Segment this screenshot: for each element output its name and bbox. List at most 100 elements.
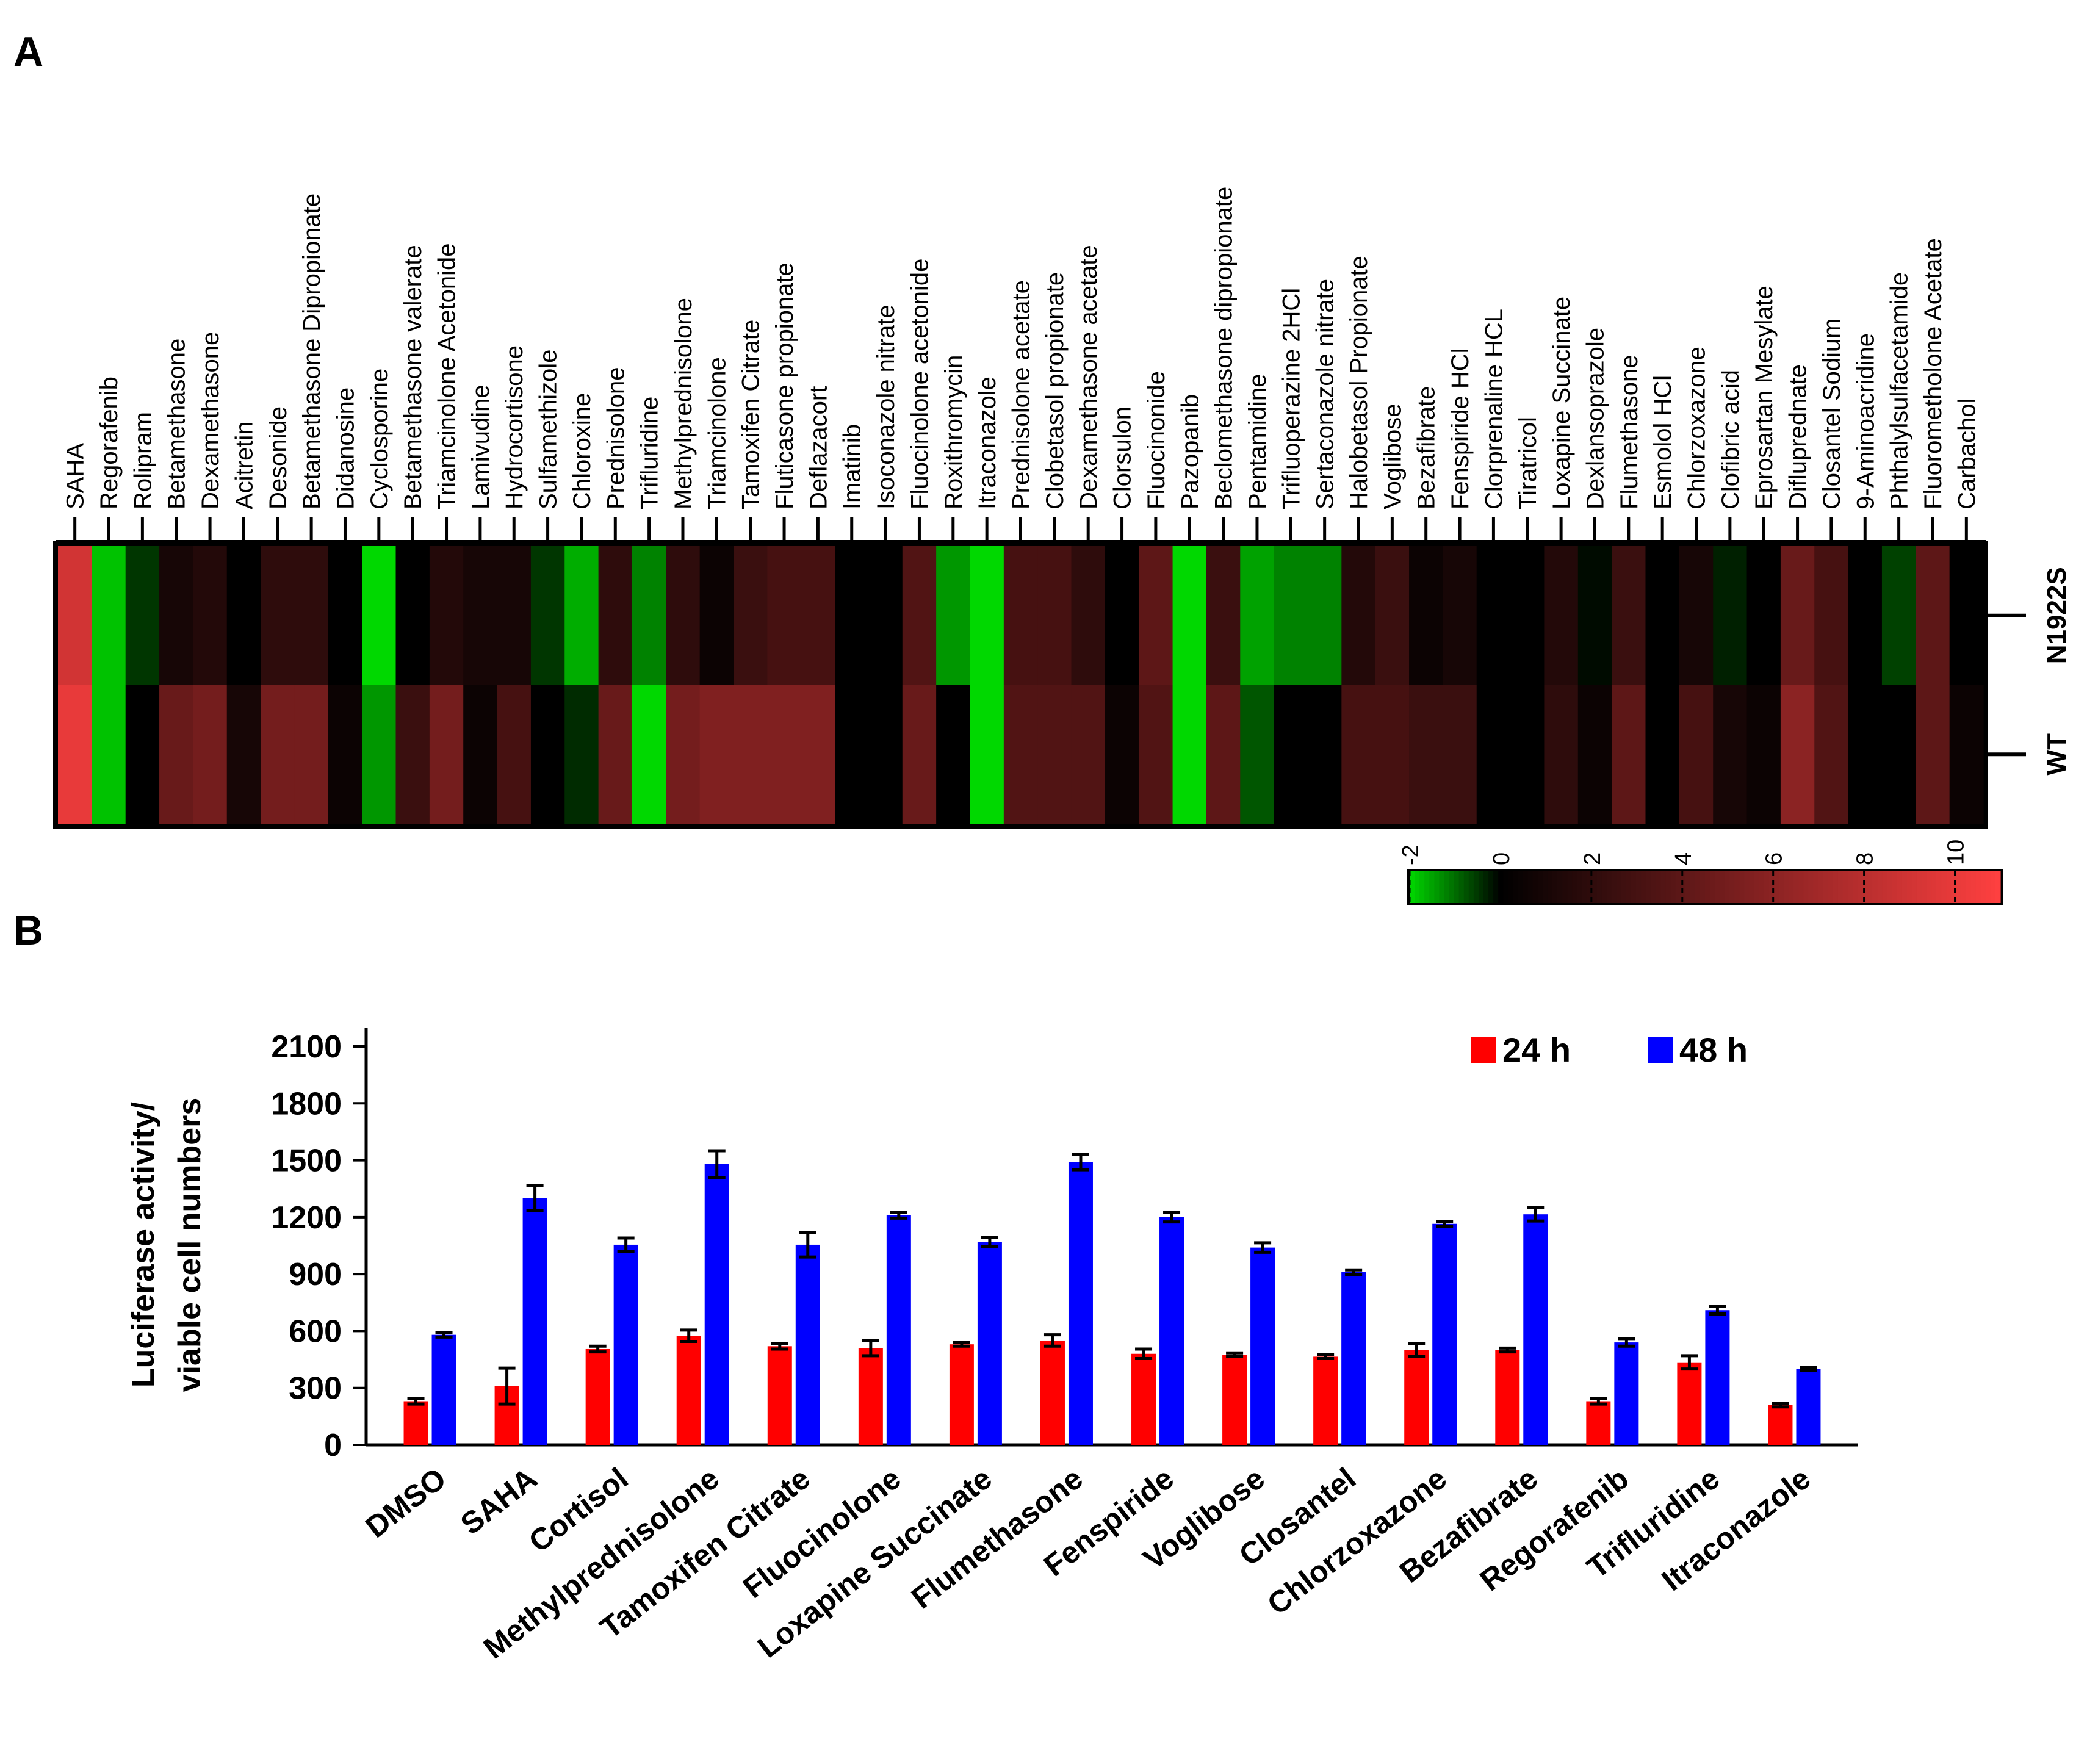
column-label-difluprednate: Difluprednate [1785, 364, 1812, 509]
cell-wt-itraconazole [970, 685, 1004, 824]
error-bar-24-h-tamoxifen-citrate [771, 1342, 788, 1351]
scale-step [1508, 871, 1513, 903]
column-label-clobetasol-propionate: Clobetasol propionate [1042, 272, 1069, 509]
bar-24-h-loxapine-succinate [949, 1344, 974, 1445]
cell-n1922s-closantel-sodium [1814, 546, 1849, 686]
scale-step [1419, 871, 1425, 903]
scale-step [1547, 871, 1553, 903]
scale-step [1601, 871, 1607, 903]
scale-step [1690, 871, 1696, 903]
column-label-dexlansoprazole: Dexlansoprazole [1582, 328, 1609, 509]
column-label-sertaconazole-nitrate: Sertaconazole nitrate [1312, 279, 1339, 509]
scale-step [1587, 871, 1593, 903]
cell-wt-dexamethasone [193, 685, 228, 824]
row-label-n1922s: N1922S [2042, 567, 2072, 664]
cell-n1922s-roxithromycin [936, 546, 971, 686]
column-label-esmolol-hcl: Esmolol HCl [1649, 375, 1676, 509]
scale-step [1773, 871, 1779, 903]
cell-n1922s-cyclosporine [362, 546, 397, 686]
bar-24-h-voglibose [1222, 1355, 1247, 1445]
cell-wt-closantel-sodium [1814, 685, 1849, 824]
x-axis-category-labels: DMSO SAHACortisolMethylprednisoloneTamoxi… [359, 1461, 1817, 1666]
cell-n1922s-tamoxifen-citrate [734, 546, 768, 686]
scale-step [1454, 871, 1460, 903]
cell-wt-trifluridine [632, 685, 666, 824]
column-label-voglibose: Voglibose [1379, 404, 1406, 509]
scale-step [1641, 871, 1646, 903]
scale-step [1828, 871, 1834, 903]
scale-step [1656, 871, 1661, 903]
column-label-triamcinolone-acetonide: Triamcinolone Acetonide [434, 243, 461, 509]
scale-step [1665, 871, 1671, 903]
cell-n1922s-clofibric-acid [1713, 546, 1748, 686]
scale-step [1916, 871, 1922, 903]
heatmap-column-labels: SAHA Regorafenib Rolipram Betamethasone Dexa… [62, 187, 1981, 509]
column-label-saha: SAHA [62, 443, 89, 509]
scale-tick-10: 10 [1944, 840, 1969, 865]
scale-step [1410, 871, 1415, 903]
column-label-dexamethasone: Dexamethasone [197, 332, 224, 509]
cell-n1922s-voglibose [1375, 546, 1410, 686]
cell-n1922s-tiratricol [1510, 546, 1545, 686]
y-tick-label-0: 0 [324, 1428, 342, 1463]
scale-step [1911, 871, 1917, 903]
scale-step [1695, 871, 1701, 903]
scale-step [1798, 871, 1804, 903]
scale-step [1527, 871, 1534, 903]
scale-step [1463, 871, 1469, 903]
cell-wt-dexamethasone-acetate [1071, 685, 1106, 824]
error-bar-48-h-tamoxifen-citrate [799, 1231, 816, 1259]
cell-n1922s-pentamidine [1240, 546, 1275, 686]
column-label-didanosine: Didanosine [332, 387, 359, 509]
cell-wt-dexlansoprazole [1577, 685, 1612, 824]
error-bar-48-h-regorafenib [1618, 1337, 1635, 1348]
scale-step [1473, 871, 1479, 903]
scale-step [1591, 871, 1598, 903]
cell-wt-phthalylsulfacetamide [1881, 685, 1916, 824]
column-label-fluocinonide: Fluocinonide [1143, 371, 1170, 509]
cell-wt-betamethasone-dipropionate [294, 685, 329, 824]
column-label-isoconazole-nitrate: Isoconazole nitrate [873, 304, 899, 509]
column-label-triamcinolone: Triamcinolone [704, 357, 730, 509]
scale-step [1729, 871, 1735, 903]
scale-tick-6: 6 [1762, 852, 1787, 865]
column-label-prednisolone-acetate: Prednisolone acetate [1008, 280, 1035, 509]
scale-step [1749, 871, 1755, 903]
cell-n1922s-desonide [261, 546, 295, 686]
cell-n1922s-fluocinonide [1139, 546, 1173, 686]
heatmap-cells [53, 541, 1988, 829]
cell-wt-eprosartan-mesylate [1746, 685, 1781, 824]
bar-24-h-flumethasone [1040, 1340, 1065, 1445]
heatmap-row-labels: N1922S WT [1988, 567, 2072, 775]
scale-step [1646, 871, 1651, 903]
scale-step [1478, 871, 1484, 903]
scale-step [1626, 871, 1632, 903]
cell-wt-bezafibrate [1409, 685, 1443, 824]
y-tick-label-300: 300 [289, 1371, 342, 1406]
bar-24-h-fenspiride [1131, 1353, 1156, 1445]
column-label-bezafibrate: Bezafibrate [1413, 386, 1440, 509]
scale-step [1513, 871, 1519, 903]
column-label-chlorzoxazone: Chlorzoxazone [1684, 347, 1710, 509]
scale-step [1892, 871, 1898, 903]
cell-n1922s-rolipram [125, 546, 160, 686]
error-bar-24-h-fluocinolone [862, 1339, 879, 1358]
scale-tick-0: 0 [1489, 852, 1515, 865]
error-bar-48-h-voglibose [1254, 1241, 1272, 1254]
y-tick-label-2100: 2100 [271, 1029, 342, 1065]
heatmap-color-scale: -2 0 2 4 6 8 10 [1398, 840, 2003, 905]
cell-n1922s-chlorzoxazone [1679, 546, 1714, 686]
cell-n1922s-fenspiride-hcl [1443, 546, 1477, 686]
cell-wt-pentamidine [1240, 685, 1275, 824]
cell-n1922s-betamethasone-valerate [395, 546, 430, 686]
column-label-clorsulon: Clorsulon [1109, 406, 1136, 509]
scale-step [1887, 871, 1893, 903]
error-bar-24-h-loxapine-succinate [953, 1341, 970, 1348]
bar-48-h-loxapine-succinate [977, 1242, 1002, 1445]
scale-step [1837, 871, 1844, 903]
scale-step [1710, 871, 1715, 903]
y-tick-label-900: 900 [289, 1257, 342, 1292]
cell-n1922s-clorsulon [1105, 546, 1139, 686]
scale-step [1966, 871, 1972, 903]
cell-wt-sulfamethizole [530, 685, 565, 824]
